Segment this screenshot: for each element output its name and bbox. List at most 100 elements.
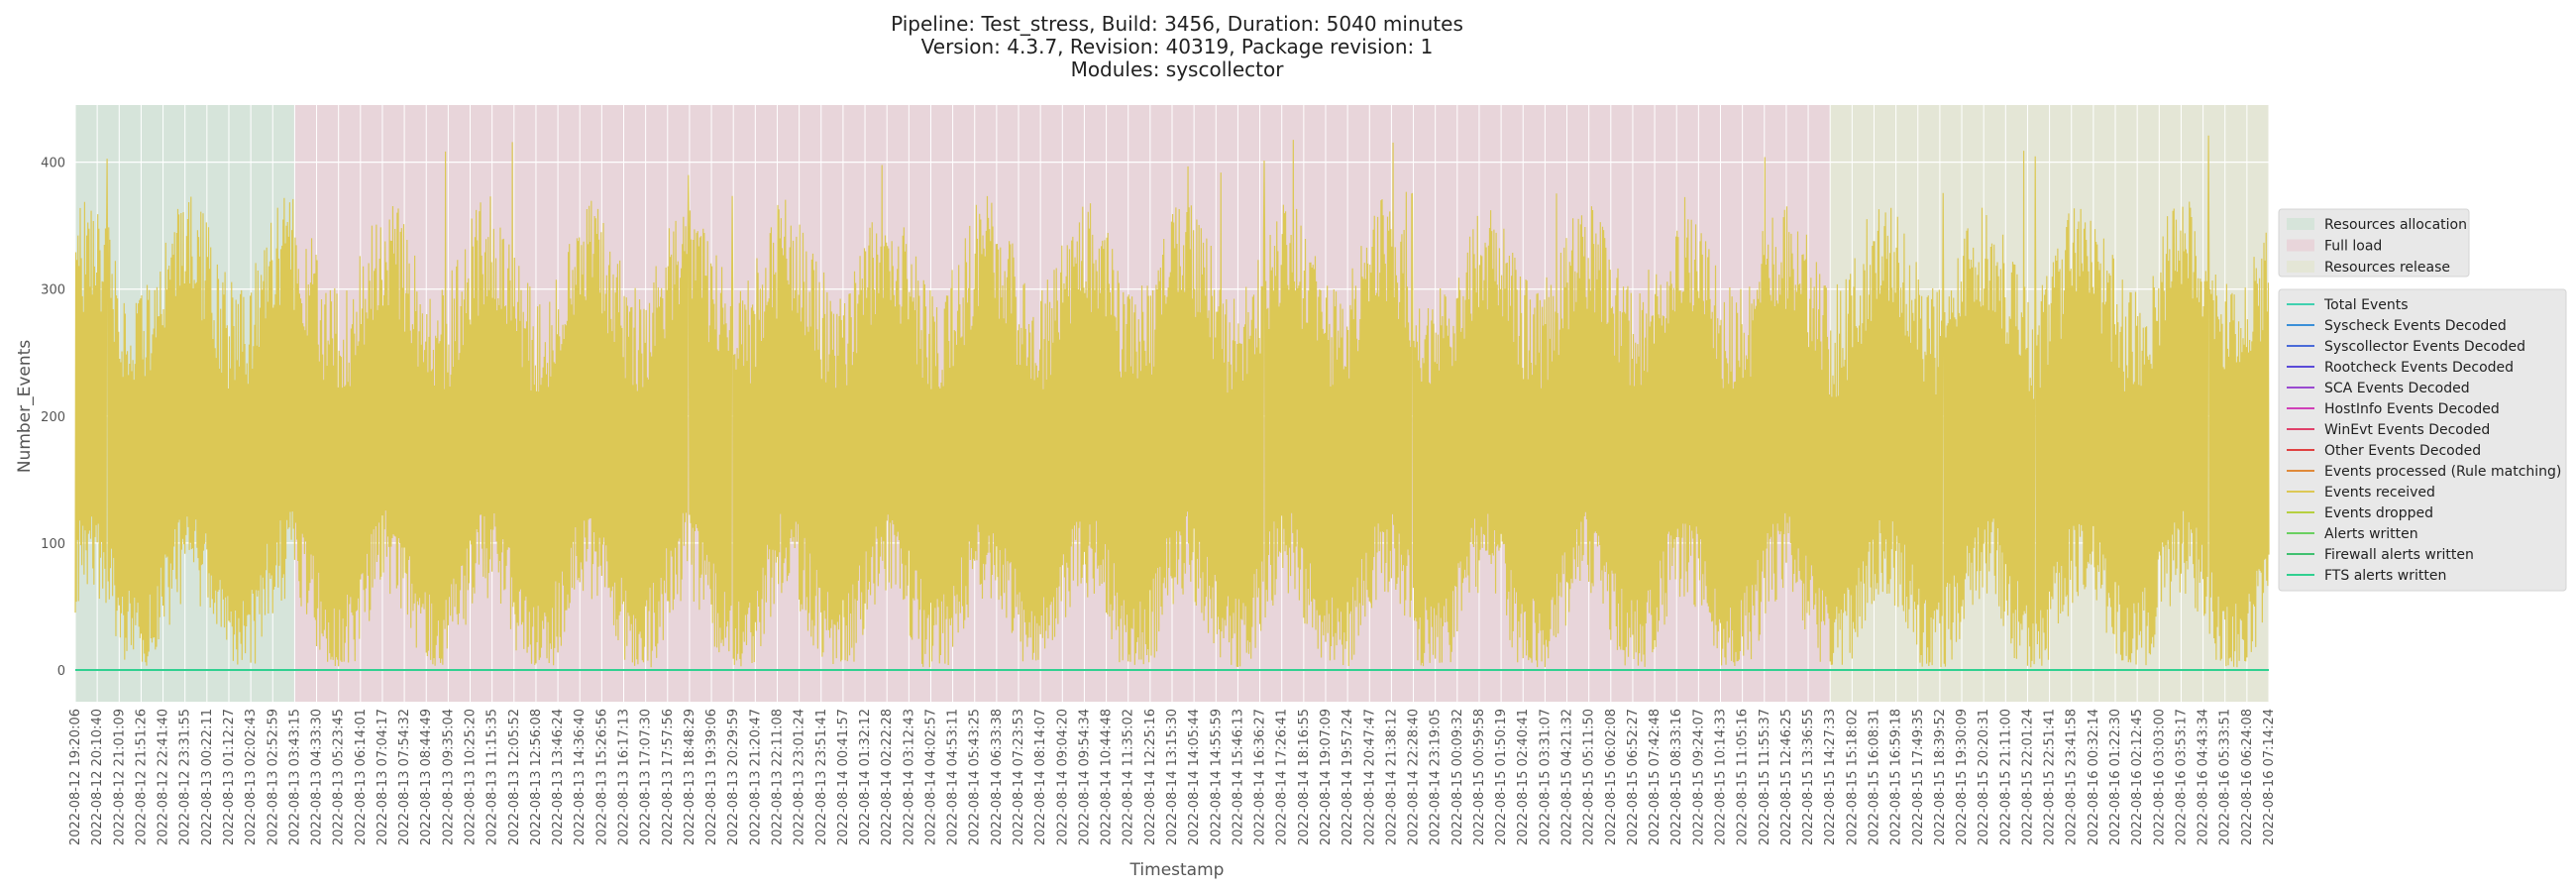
title-line-1: Pipeline: Test_stress, Build: 3456, Dura…: [891, 12, 1463, 36]
x-tick-label: 2022-08-13 18:48:29: [683, 709, 698, 845]
x-tick-label: 2022-08-13 10:25:20: [464, 709, 479, 845]
chart-title: Pipeline: Test_stress, Build: 3456, Dura…: [891, 12, 1463, 81]
x-tick-label: 2022-08-15 21:11:00: [1998, 709, 2013, 845]
plot-area: 0 100 200 300 400 2022-08-12 19:20:06 2022-08-…: [41, 105, 2277, 845]
x-tick-label: 2022-08-14 11:35:02: [1122, 709, 1136, 845]
x-tick-label: 2022-08-13 17:57:56: [661, 709, 676, 845]
x-tick-label: 2022-08-13 17:07:30: [639, 709, 654, 845]
y-tick-label: 100: [41, 537, 65, 552]
x-tick-label: 2022-08-15 15:18:02: [1845, 709, 1860, 845]
x-tick-label: 2022-08-13 23:01:24: [793, 709, 807, 845]
series-legend-label: Other Events Decoded: [2324, 443, 2481, 459]
x-tick-label: 2022-08-15 06:52:27: [1626, 709, 1641, 845]
x-tick-label: 2022-08-13 13:46:24: [551, 709, 566, 845]
x-tick-label: 2022-08-13 16:17:13: [617, 709, 632, 845]
x-tick-label: 2022-08-15 18:39:52: [1933, 709, 1948, 845]
x-tick-label: 2022-08-14 14:05:44: [1187, 709, 1202, 845]
x-tick-label: 2022-08-16 04:43:34: [2197, 709, 2211, 845]
x-tick-label: 2022-08-15 05:11:50: [1582, 709, 1597, 845]
x-tick-label: 2022-08-14 04:02:57: [923, 709, 938, 845]
series-line-events-received: [74, 135, 2270, 668]
y-tick-label: 0: [57, 664, 65, 679]
x-tick-label: 2022-08-14 16:36:27: [1253, 709, 1268, 845]
series-legend-frame: [2278, 288, 2567, 592]
phase-legend-label: Full load: [2324, 239, 2382, 255]
x-tick-label: 2022-08-13 12:05:52: [507, 709, 522, 845]
x-tick-label: 2022-08-14 23:19:05: [1429, 709, 1444, 845]
x-tick-label: 2022-08-14 22:28:40: [1407, 709, 1422, 845]
x-tick-label: 2022-08-16 06:24:08: [2240, 709, 2255, 845]
x-tick-label: 2022-08-16 00:32:14: [2087, 709, 2101, 845]
x-tick-label: 2022-08-13 07:54:32: [397, 709, 412, 845]
series-legend-label: Firewall alerts written: [2324, 547, 2474, 563]
x-tick-label: 2022-08-14 05:43:25: [968, 709, 983, 845]
x-tick-label: 2022-08-13 23:51:41: [814, 709, 829, 845]
x-tick-label: 2022-08-12 21:51:26: [134, 709, 149, 845]
x-tick-label: 2022-08-15 02:40:41: [1516, 709, 1531, 845]
phase-legend-frame: [2278, 208, 2470, 278]
y-tick-label: 200: [41, 410, 65, 425]
series-legend: Total Events Syscheck Events Decoded Sysco…: [2278, 288, 2567, 592]
x-tick-label: 2022-08-13 00:22:11: [200, 709, 215, 845]
x-tick-label: 2022-08-13 21:20:47: [748, 709, 763, 845]
x-tick-label: 2022-08-15 16:59:18: [1889, 709, 1904, 845]
phase-legend-swatch: [2287, 239, 2314, 252]
x-tick-label: 2022-08-12 19:20:06: [68, 709, 83, 845]
x-tick-label: 2022-08-14 09:54:34: [1077, 709, 1092, 845]
x-tick-label: 2022-08-13 15:26:56: [594, 709, 609, 845]
series-legend-label: WinEvt Events Decoded: [2324, 422, 2490, 438]
x-tick-label: 2022-08-13 03:43:15: [287, 709, 302, 845]
y-tick-label: 400: [41, 157, 65, 171]
x-tick-label: 2022-08-13 02:02:43: [244, 709, 259, 845]
title-line-3: Modules: syscollector: [1071, 57, 1285, 81]
x-tick-label: 2022-08-12 23:31:55: [178, 709, 193, 845]
x-tick-label: 2022-08-15 00:09:32: [1450, 709, 1465, 845]
x-tick-label: 2022-08-15 01:50:19: [1494, 709, 1509, 845]
x-tick-label: 2022-08-15 04:21:32: [1560, 709, 1575, 845]
x-tick-label: 2022-08-14 03:12:43: [902, 709, 916, 845]
x-tick-label: 2022-08-15 20:20:31: [1977, 709, 1991, 845]
x-tick-label: 2022-08-16 07:14:24: [2262, 709, 2277, 845]
x-tick-label: 2022-08-14 09:04:20: [1055, 709, 1070, 845]
x-tick-label: 2022-08-15 17:49:35: [1911, 709, 1926, 845]
x-tick-label: 2022-08-15 14:27:33: [1823, 709, 1838, 845]
x-tick-label: 2022-08-16 02:12:45: [2130, 709, 2145, 845]
x-tick-label: 2022-08-13 11:15:35: [485, 709, 500, 845]
x-tick-label: 2022-08-13 22:11:08: [770, 709, 785, 845]
x-tick-label: 2022-08-16 03:03:00: [2152, 709, 2167, 845]
series-legend-label: FTS alerts written: [2324, 568, 2446, 584]
y-tick-label: 300: [41, 283, 65, 298]
x-tick-label: 2022-08-15 11:05:16: [1736, 709, 1751, 845]
x-tick-label: 2022-08-13 12:56:08: [529, 709, 544, 845]
x-tick-label: 2022-08-15 16:08:31: [1867, 709, 1881, 845]
phase-legend-swatch: [2287, 261, 2314, 273]
x-tick-label: 2022-08-15 19:30:09: [1955, 709, 1970, 845]
x-tick-label: 2022-08-15 13:36:55: [1801, 709, 1816, 845]
x-tick-label: 2022-08-14 04:53:11: [946, 709, 961, 845]
x-tick-label: 2022-08-14 17:26:41: [1275, 709, 1290, 845]
phase-legend-label: Resources release: [2324, 260, 2450, 276]
series-legend-label: Events processed (Rule matching): [2324, 464, 2561, 480]
x-tick-label: 2022-08-14 10:44:48: [1100, 709, 1115, 845]
series-legend-label: Total Events: [2323, 297, 2409, 313]
x-axis-label: Timestamp: [1129, 860, 1225, 880]
x-tick-label: 2022-08-14 00:41:57: [836, 709, 851, 845]
x-tick-label: 2022-08-15 23:41:58: [2065, 709, 2080, 845]
x-tick-label: 2022-08-15 22:01:24: [2020, 709, 2035, 845]
x-tick-label: 2022-08-14 13:15:30: [1165, 709, 1180, 845]
title-line-2: Version: 4.3.7, Revision: 40319, Package…: [921, 35, 1434, 58]
x-tick-label: 2022-08-13 08:44:49: [419, 709, 434, 845]
x-tick-label: 2022-08-15 08:33:16: [1669, 709, 1684, 845]
series-legend-label: Events received: [2324, 485, 2435, 501]
x-tick-label: 2022-08-15 06:02:08: [1604, 709, 1619, 845]
x-tick-label: 2022-08-14 19:07:09: [1319, 709, 1334, 845]
series-legend-label: Syscheck Events Decoded: [2324, 318, 2507, 334]
phase-legend-swatch: [2287, 218, 2314, 230]
x-tick-label: 2022-08-15 22:51:41: [2043, 709, 2058, 845]
x-tick-label: 2022-08-14 06:33:38: [990, 709, 1005, 845]
x-tick-label: 2022-08-15 07:42:48: [1648, 709, 1663, 845]
phase-legend-label: Resources allocation: [2324, 217, 2467, 233]
x-tick-label: 2022-08-14 19:57:24: [1341, 709, 1355, 845]
x-tick-label: 2022-08-14 02:22:28: [880, 709, 895, 845]
x-tick-label: 2022-08-14 08:14:07: [1033, 709, 1048, 845]
